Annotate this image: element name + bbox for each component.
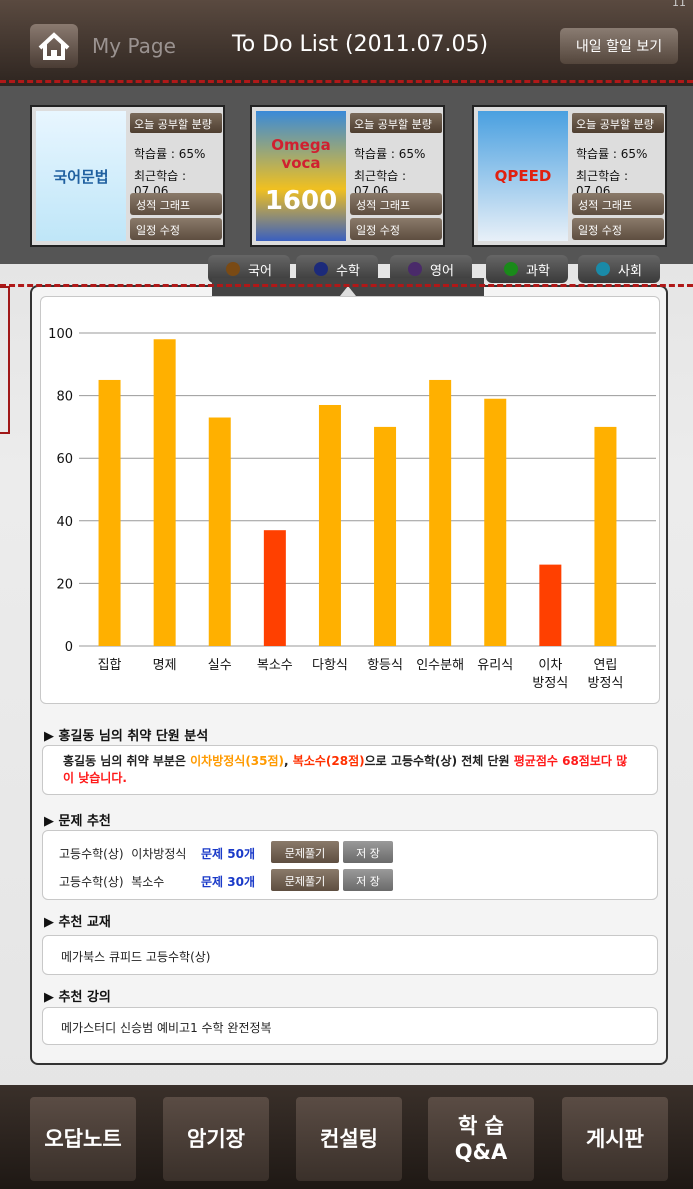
subject-dot xyxy=(504,262,518,276)
problem-count: 문제 50개 xyxy=(201,845,255,862)
bar xyxy=(264,530,286,646)
analysis-text: 복소수(28점) xyxy=(293,754,365,768)
rate-text: 학습률 : 65% xyxy=(354,145,425,162)
subject-name: 사회 xyxy=(618,260,642,279)
guide-line xyxy=(0,284,693,287)
y-tick-label: 0 xyxy=(65,640,73,655)
solve-button[interactable]: 문제풀기 xyxy=(271,841,339,863)
analysis-text: 홍길동 님의 취약 부분은 xyxy=(63,754,190,768)
bar xyxy=(319,405,341,646)
graph-button[interactable]: 성적 그래프 xyxy=(130,193,222,215)
textbook-text: 메가북스 큐피드 고등수학(상) xyxy=(61,950,210,964)
problem-label: 고등수학(상) 복소수 xyxy=(59,873,164,890)
bottom-nav: 오답노트 암기장 컨설팅 학 습 Q&A 게시판 xyxy=(0,1085,693,1189)
cover-text: 1600 xyxy=(265,186,337,216)
subject-name: 영어 xyxy=(430,260,454,279)
textbook-box: 메가북스 큐피드 고등수학(상) xyxy=(42,935,658,975)
y-tick-label: 20 xyxy=(56,577,73,592)
bar xyxy=(154,339,176,646)
nav-button[interactable]: 오답노트 xyxy=(30,1097,136,1181)
analysis-text: 으로 고등수학(상) 전체 단원 xyxy=(365,754,514,768)
problem-label: 고등수학(상) 이차방정식 xyxy=(59,845,186,862)
cover-text: 국어문법 xyxy=(53,166,108,187)
bar xyxy=(429,380,451,646)
subject-name: 과학 xyxy=(526,260,550,279)
corner-number: 11 xyxy=(672,0,686,9)
bar xyxy=(374,427,396,646)
bar xyxy=(209,418,231,646)
save-button[interactable]: 저 장 xyxy=(343,869,393,891)
graph-button[interactable]: 성적 그래프 xyxy=(350,193,442,215)
guide-box xyxy=(0,286,10,434)
analysis-text: , xyxy=(284,754,293,768)
section-heading: ▶ 홍길동 님의 취약 단원 분석 xyxy=(44,725,208,744)
nav-button[interactable]: 게시판 xyxy=(562,1097,668,1181)
bar xyxy=(484,399,506,646)
chart: 0 20 40 60 80 100 xyxy=(41,297,661,705)
y-tick-label: 40 xyxy=(56,515,73,530)
subject-tab[interactable]: 사회 xyxy=(578,255,660,283)
x-tick-label: 연립 방정식 xyxy=(565,657,645,693)
book-cover: QPEED xyxy=(478,111,568,241)
page-title: To Do List (2011.07.05) xyxy=(232,32,488,57)
subject-dot xyxy=(226,262,240,276)
analysis-text: 이차방정식(35점) xyxy=(190,754,284,768)
lecture-box: 메가스터디 신승범 예비고1 수학 완전정복 xyxy=(42,1007,658,1045)
problem-count: 문제 30개 xyxy=(201,873,255,890)
solve-button[interactable]: 문제풀기 xyxy=(271,869,339,891)
subject-name: 국어 xyxy=(248,260,272,279)
home-button[interactable] xyxy=(30,24,78,68)
rate-text: 학습률 : 65% xyxy=(576,145,647,162)
section-heading: ▶ 추천 교재 xyxy=(44,911,111,930)
bar xyxy=(594,427,616,646)
section-heading: ▶ 문제 추천 xyxy=(44,810,111,829)
guide-line xyxy=(0,80,693,83)
page: My Page To Do List (2011.07.05) 내일 할일 보기… xyxy=(0,0,693,1189)
graph-button[interactable]: 성적 그래프 xyxy=(572,193,664,215)
book-cover: 국어문법 xyxy=(36,111,126,241)
lecture-text: 메가스터디 신승범 예비고1 수학 완전정복 xyxy=(61,1021,272,1035)
home-label: My Page xyxy=(92,34,176,58)
rate-text: 학습률 : 65% xyxy=(134,145,205,162)
nav-button[interactable]: 컨설팅 xyxy=(296,1097,402,1181)
y-tick-label: 80 xyxy=(56,390,73,405)
edit-button[interactable]: 일정 수정 xyxy=(130,218,222,240)
edit-button[interactable]: 일정 수정 xyxy=(350,218,442,240)
y-tick-label: 100 xyxy=(48,327,73,342)
home-icon xyxy=(30,24,78,68)
today-label: 오늘 공부할 분량 xyxy=(350,113,442,133)
tomorrow-button[interactable]: 내일 할일 보기 xyxy=(560,28,678,64)
save-button[interactable]: 저 장 xyxy=(343,841,393,863)
bar xyxy=(99,380,121,646)
analysis-box: 홍길동 님의 취약 부분은 이차방정식(35점), 복소수(28점)으로 고등수… xyxy=(42,745,658,795)
section-heading: ▶ 추천 강의 xyxy=(44,986,111,1005)
cover-text: Omega voca xyxy=(256,136,346,172)
nav-button[interactable]: 학 습 Q&A xyxy=(428,1097,534,1181)
subject-dot xyxy=(408,262,422,276)
subject-dot xyxy=(596,262,610,276)
bar xyxy=(539,565,561,646)
y-tick-label: 60 xyxy=(56,452,73,467)
cover-text: QPEED xyxy=(495,167,552,185)
today-label: 오늘 공부할 분량 xyxy=(572,113,664,133)
subject-tab[interactable]: 과학 xyxy=(486,255,568,283)
today-label: 오늘 공부할 분량 xyxy=(130,113,222,133)
book-cover: Omega voca 1600 xyxy=(256,111,346,241)
top-bar: My Page To Do List (2011.07.05) 내일 할일 보기… xyxy=(0,0,693,86)
subject-name: 수학 xyxy=(336,260,360,279)
subject-dot xyxy=(314,262,328,276)
edit-button[interactable]: 일정 수정 xyxy=(572,218,664,240)
nav-button[interactable]: 암기장 xyxy=(163,1097,269,1181)
